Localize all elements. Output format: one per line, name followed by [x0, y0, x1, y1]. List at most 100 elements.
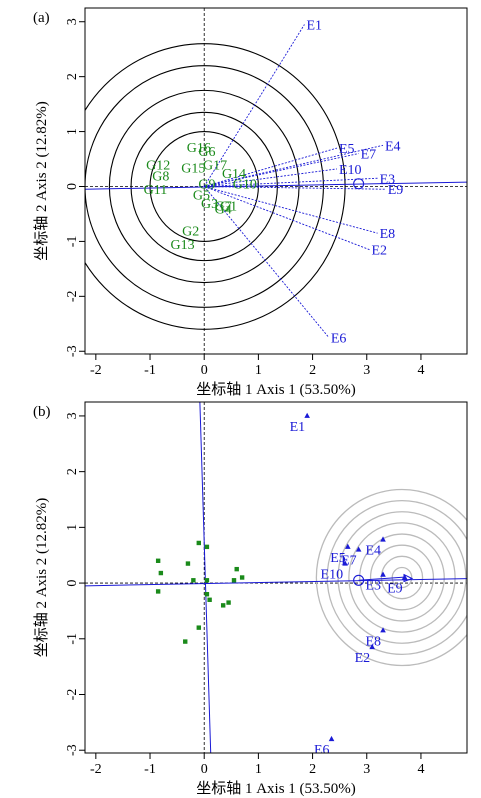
concentric-circle	[130, 111, 278, 262]
ideal-environment-circle	[380, 555, 424, 600]
environment-point	[401, 574, 408, 580]
genotype-point	[183, 639, 188, 644]
genotype-point	[231, 578, 237, 583]
ate-ordinate-line	[199, 402, 212, 753]
environment-label: E10	[339, 163, 362, 178]
genotype-point	[207, 597, 212, 602]
average-environment-marker	[353, 178, 365, 190]
panel-label: (b)	[33, 404, 51, 420]
y-tick-label: -1	[65, 633, 80, 645]
y-tick-label: 2	[65, 468, 80, 475]
y-tick-label: 1	[65, 524, 80, 531]
x-tick-label: -2	[90, 363, 102, 378]
environment-vector	[204, 153, 359, 187]
environment-label: E7	[341, 554, 357, 569]
panel-label: (a)	[33, 10, 50, 26]
genotype-point	[155, 558, 161, 563]
environment-label: E3	[365, 579, 381, 594]
x-tick-label: -2	[90, 762, 102, 777]
genotype-point	[196, 540, 201, 546]
y-tick-label: -2	[65, 689, 80, 701]
plot-frame	[84, 401, 468, 754]
panel-b: E1 E2 E3 E4 E5 E6 E7 E8 E9 E10 -2 -1 0 1 2 3 4 -3 -2 -1 0 1 2 3…	[33, 401, 468, 797]
genotype-point	[220, 603, 226, 608]
plot-frame	[84, 7, 468, 355]
y-tick-label: 1	[65, 128, 80, 135]
environment-point	[355, 546, 362, 552]
genotype-point	[185, 561, 191, 566]
environment-label: E9	[387, 582, 403, 597]
genotype-label: G14	[222, 167, 246, 182]
environment-point	[380, 536, 386, 542]
y-tick-label: 3	[65, 18, 80, 25]
x-tick-label: 4	[417, 363, 424, 378]
y-axis-label: 坐标轴 2 Axis 2 (12.82%)	[33, 498, 50, 658]
environment-label: E6	[331, 332, 347, 347]
x-axis-label: 坐标轴 1 Axis 1 (53.50%)	[196, 780, 356, 797]
y-tick-label: 2	[65, 73, 80, 80]
environment-label: E5	[330, 551, 346, 566]
x-tick-label: 3	[363, 762, 370, 777]
x-tick-label: 2	[309, 363, 316, 378]
x-tick-label: 0	[201, 363, 208, 378]
concentric-circle	[85, 65, 324, 308]
genotype-point	[204, 544, 210, 550]
average-environment-marker	[353, 574, 365, 586]
x-tick-label: 1	[255, 363, 262, 378]
environment-point	[304, 412, 310, 418]
environment-point	[380, 627, 386, 633]
genotype-label: G2	[182, 224, 199, 239]
genotype-label: G8	[152, 170, 169, 185]
genotype-label: G15	[181, 161, 205, 176]
genotype-label: G3	[201, 197, 218, 212]
environment-vector	[204, 168, 338, 187]
ideal-environment-circle	[337, 511, 467, 644]
ideal-environment-circle	[359, 533, 445, 622]
environment-vector	[204, 186, 370, 251]
environment-label: E4	[385, 139, 401, 154]
ideal-environment-circle	[369, 544, 435, 611]
ideal-environment-circle	[315, 488, 467, 667]
environment-vector	[204, 186, 378, 234]
y-tick-label: 0	[65, 580, 80, 587]
ideal-direction-line	[358, 576, 407, 581]
average-environment-axis	[85, 181, 467, 190]
genotype-label: G6	[198, 145, 215, 160]
ideal-environment-circle	[348, 522, 456, 633]
y-tick-label: 0	[65, 183, 80, 190]
x-tick-label: 3	[363, 363, 370, 378]
genotype-point	[204, 578, 210, 583]
y-tick-label: -3	[65, 345, 80, 357]
genotype-label: G7	[215, 200, 232, 215]
ideal-environment-circle	[326, 499, 467, 656]
genotype-point	[196, 625, 201, 630]
environment-point	[380, 571, 386, 577]
genotype-point	[226, 600, 231, 605]
genotype-point	[234, 566, 239, 572]
x-tick-label: -1	[144, 762, 156, 777]
environment-label: E6	[314, 743, 330, 758]
genotype-point	[155, 589, 161, 594]
environment-label: E5	[339, 142, 355, 157]
genotype-label: G13	[170, 238, 194, 253]
genotype-label: G4	[215, 202, 232, 217]
environment-vector	[204, 144, 384, 187]
environment-label: E4	[365, 544, 381, 559]
y-tick-label: 3	[65, 412, 80, 419]
environment-vector	[204, 186, 386, 190]
y-tick-label: -2	[65, 290, 80, 302]
environment-vector	[204, 177, 378, 187]
x-tick-label: 4	[417, 762, 424, 777]
x-axis-label: 坐标轴 1 Axis 1 (53.50%)	[196, 381, 356, 398]
genotype-label: G16	[187, 141, 211, 156]
concentric-circle	[85, 43, 346, 330]
environment-point	[342, 560, 348, 566]
environment-point	[344, 543, 351, 549]
environment-label: E10	[321, 568, 344, 583]
environment-vector	[203, 186, 330, 338]
genotype-label: G17	[203, 159, 227, 174]
genotype-point	[158, 570, 164, 576]
environment-vector	[203, 24, 305, 187]
y-tick-label: -3	[65, 744, 80, 756]
environment-label: E2	[371, 244, 387, 259]
